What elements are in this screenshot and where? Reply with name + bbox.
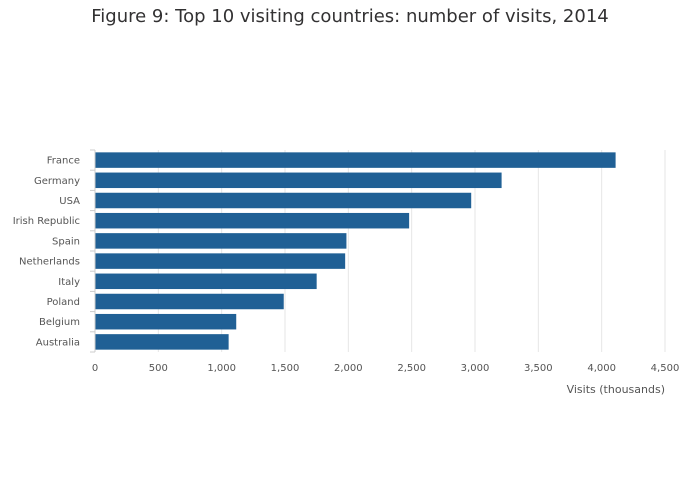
bar-australia[interactable] [95,334,229,350]
chart-title: Figure 9: Top 10 visiting countries: num… [91,6,609,27]
x-tick-label: 2,500 [397,363,426,374]
category-label: Irish Republic [13,216,80,227]
x-tick-label: 4,500 [651,363,680,374]
bar-usa[interactable] [95,192,472,209]
x-tick-label: 3,500 [524,363,553,374]
bar-belgium[interactable] [95,313,237,330]
category-label: Italy [58,277,80,288]
category-label: Australia [36,337,80,348]
bars [95,152,616,350]
x-tick-label: 0 [92,363,98,374]
bar-poland[interactable] [95,293,284,310]
category-label: Netherlands [19,257,80,268]
category-label: Germany [34,176,80,187]
bar-germany[interactable] [95,172,502,189]
x-tick-label: 2,000 [334,363,363,374]
category-labels: France Germany USA Irish Republic Spain Nethe… [13,156,80,349]
bar-italy[interactable] [95,273,317,290]
x-tick-label: 1,500 [271,363,300,374]
gridlines [157,150,666,352]
bar-france[interactable] [95,152,616,168]
x-tick-label: 500 [149,363,168,374]
bar-netherlands[interactable] [95,253,346,269]
y-axis [90,149,96,353]
category-label: Spain [52,236,80,247]
x-tick-label: 3,000 [461,363,490,374]
category-label: Poland [47,297,80,308]
category-label: France [47,156,80,167]
x-tick-label: 1,000 [207,363,236,374]
bar-irish-republic[interactable] [95,212,410,229]
x-tick-labels: 0 500 1,000 1,500 2,000 2,500 3,000 3,500 4,000 4… [92,363,680,374]
category-label: USA [59,196,80,207]
x-axis-title: Visits (thousands) [567,383,665,396]
category-label: Belgium [39,317,80,328]
bar-spain[interactable] [95,233,347,249]
x-tick-label: 4,000 [587,363,616,374]
